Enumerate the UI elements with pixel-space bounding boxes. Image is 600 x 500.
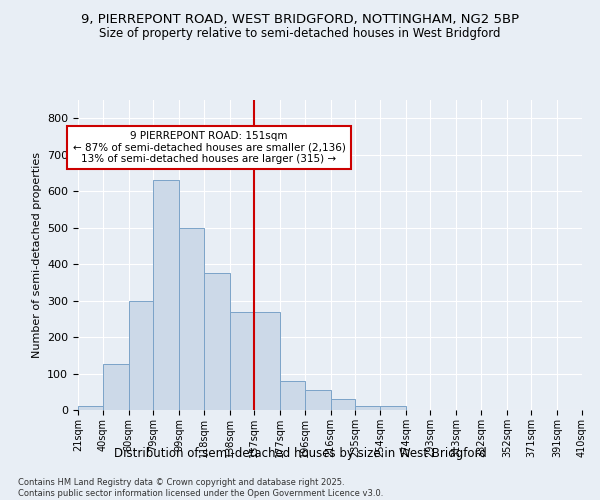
Text: Size of property relative to semi-detached houses in West Bridgford: Size of property relative to semi-detach… [99, 28, 501, 40]
Text: 9 PIERREPONT ROAD: 151sqm
← 87% of semi-detached houses are smaller (2,136)
13% : 9 PIERREPONT ROAD: 151sqm ← 87% of semi-… [73, 131, 346, 164]
Y-axis label: Number of semi-detached properties: Number of semi-detached properties [32, 152, 41, 358]
Bar [355, 406, 380, 410]
Text: 9, PIERREPONT ROAD, WEST BRIDGFORD, NOTTINGHAM, NG2 5BP: 9, PIERREPONT ROAD, WEST BRIDGFORD, NOTT… [81, 12, 519, 26]
Bar [203, 273, 230, 410]
Bar [128, 300, 153, 410]
Bar [280, 381, 305, 410]
Bar [179, 228, 203, 410]
Bar [103, 364, 128, 410]
Bar [380, 406, 406, 410]
Bar [305, 390, 331, 410]
Bar [331, 399, 355, 410]
Bar [153, 180, 179, 410]
Bar [78, 406, 103, 410]
Bar [254, 312, 280, 410]
Text: Contains HM Land Registry data © Crown copyright and database right 2025.
Contai: Contains HM Land Registry data © Crown c… [18, 478, 383, 498]
Text: Distribution of semi-detached houses by size in West Bridgford: Distribution of semi-detached houses by … [113, 448, 487, 460]
Bar [230, 312, 254, 410]
